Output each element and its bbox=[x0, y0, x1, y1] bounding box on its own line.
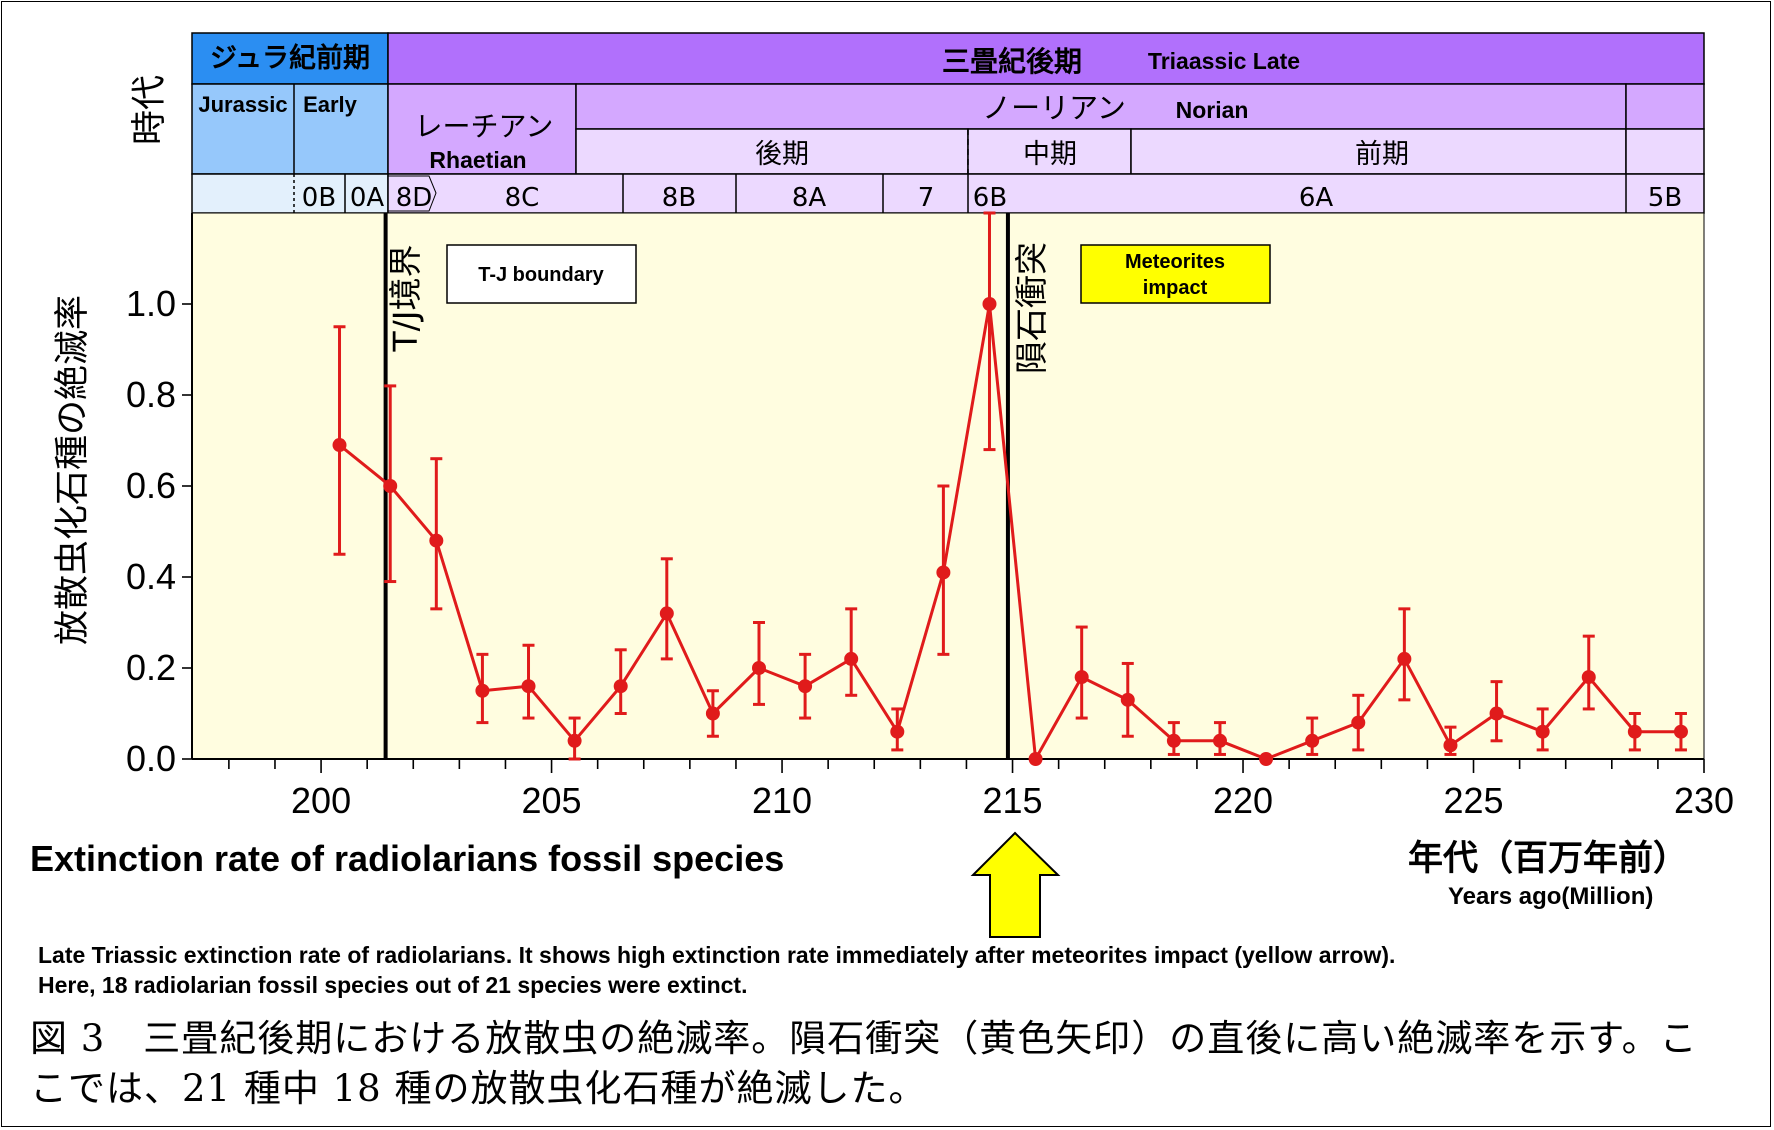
caption-en-line-2: Here, 18 radiolarian fossil species out … bbox=[38, 972, 748, 998]
zone-row-triassic bbox=[387, 173, 1705, 214]
rhaetian-en-label: Rhaetian bbox=[429, 147, 526, 173]
data-point bbox=[1535, 724, 1550, 739]
y-tick-label: 0.8 bbox=[126, 374, 176, 415]
jurassic-en-label-1: Jurassic bbox=[198, 92, 287, 117]
x-axis-label-jp: 年代（百万年前） bbox=[1408, 839, 1689, 879]
data-point bbox=[332, 438, 347, 453]
x-tick-label: 220 bbox=[1213, 780, 1273, 821]
x-tick-label: 210 bbox=[752, 780, 812, 821]
x-tick-label: 205 bbox=[522, 780, 582, 821]
zone-label-5b: 5B bbox=[1648, 183, 1682, 213]
norian-early-label: 前期 bbox=[1355, 139, 1409, 170]
jurassic-en-label-2: Early bbox=[303, 92, 358, 117]
data-point bbox=[1397, 651, 1412, 666]
norian-en-label: Norian bbox=[1176, 97, 1249, 123]
zone-label-8a: 8A bbox=[792, 183, 827, 213]
axes: 200 205 210 215 220 225 230 0.0 0.2 0.4 0.6 0.8 1.0 bbox=[126, 213, 1734, 821]
x-tick-label: 225 bbox=[1443, 780, 1503, 821]
data-point bbox=[1166, 733, 1181, 748]
x-tick-label: 200 bbox=[291, 780, 351, 821]
x-tick-label: 230 bbox=[1674, 780, 1734, 821]
tj-boundary-box bbox=[446, 244, 637, 304]
zone-label-6b: 6B bbox=[973, 183, 1007, 213]
series-line bbox=[338, 303, 1681, 764]
x-axis-label-en: Years ago(Million) bbox=[1448, 883, 1654, 910]
data-point bbox=[1120, 692, 1135, 707]
data-point bbox=[1074, 670, 1089, 685]
data-point bbox=[844, 651, 859, 666]
y-axis-label: 放散虫化石種の絶滅率 bbox=[53, 295, 93, 645]
data-point bbox=[752, 661, 766, 675]
data-point bbox=[1212, 733, 1227, 748]
norian-extra-band bbox=[1625, 128, 1705, 175]
norian-middle-band bbox=[967, 128, 1132, 175]
rhaetian-jp-label: レーチアン bbox=[415, 110, 554, 143]
triassic-en-label: Triaassic Late bbox=[1148, 48, 1300, 74]
zone-label-0b: 0B bbox=[302, 183, 336, 213]
y-tick-label: 0.2 bbox=[126, 647, 176, 688]
triassic-band-dark bbox=[387, 32, 1705, 85]
norian-late-label: 後期 bbox=[755, 139, 809, 170]
meteor-impact-arrow-icon bbox=[970, 831, 1061, 938]
data-point bbox=[705, 706, 720, 721]
caption-jp-line-1: 図 3 三畳紀後期における放散虫の絶滅率。隕石衝突（黄色矢印）の直後に高い絶滅率… bbox=[30, 1017, 1698, 1060]
rhaetian-band bbox=[387, 83, 577, 175]
data-point bbox=[383, 479, 398, 493]
data-point bbox=[475, 683, 490, 698]
zone-label-6a: 6A bbox=[1299, 183, 1334, 213]
caption-jp-line-2: こでは、21 種中 18 種の放散虫化石種が絶滅した。 bbox=[30, 1067, 927, 1110]
geologic-header bbox=[191, 32, 1705, 214]
y-tick-label: 1.0 bbox=[126, 283, 176, 324]
data-point bbox=[567, 733, 582, 748]
norian-early-band bbox=[1130, 128, 1627, 175]
caption-en-line-1: Late Triassic extinction rate of radiola… bbox=[38, 942, 1396, 968]
y-tick-label: 0.6 bbox=[126, 465, 176, 506]
zone-label-8c: 8C bbox=[505, 183, 540, 213]
jurassic-jp-label: ジュラ紀前期 bbox=[210, 42, 370, 74]
x-tick-label: 215 bbox=[982, 780, 1042, 821]
data-point bbox=[1305, 733, 1320, 748]
meteor-impact-box-line2: impact bbox=[1143, 277, 1208, 299]
norian-band-right bbox=[1625, 83, 1705, 130]
triassic-jp-label: 三畳紀後期 bbox=[942, 45, 1082, 78]
data-point bbox=[613, 679, 628, 694]
data-point bbox=[1581, 670, 1596, 685]
data-point bbox=[798, 679, 813, 694]
data-point bbox=[659, 606, 674, 621]
data-point bbox=[1627, 724, 1642, 739]
tj-boundary-box-label: T-J boundary bbox=[478, 264, 604, 286]
data-point bbox=[1351, 715, 1366, 730]
data-point bbox=[521, 679, 536, 694]
norian-late-band bbox=[575, 128, 969, 175]
data-point bbox=[1028, 752, 1043, 766]
data-point bbox=[1259, 752, 1274, 766]
meteor-impact-box-line1: Meteorites bbox=[1125, 251, 1225, 273]
data-point bbox=[1673, 724, 1688, 739]
norian-jp-label: ノーリアン bbox=[982, 91, 1126, 125]
norian-middle-label: 中期 bbox=[1023, 139, 1077, 170]
era-label: 時代 bbox=[130, 75, 170, 145]
meteor-impact-box bbox=[1080, 244, 1271, 304]
meteor-impact-vertical-label: 隕石衝突 bbox=[1012, 242, 1051, 374]
zone-label-0a: 0A bbox=[350, 183, 385, 213]
zone-label-7: 7 bbox=[918, 183, 935, 213]
zone-label-8b: 8B bbox=[662, 183, 696, 213]
zone-label-8d: 8D bbox=[396, 183, 433, 213]
y-tick-label: 0.0 bbox=[126, 738, 176, 779]
data-point bbox=[936, 565, 951, 580]
data-point bbox=[890, 724, 905, 739]
data-point bbox=[1443, 738, 1458, 753]
chart-title: Extinction rate of radiolarians fossil s… bbox=[30, 838, 785, 879]
tj-boundary-vertical-label: T/J境界 bbox=[386, 244, 425, 352]
series-extinction-rate bbox=[332, 211, 1688, 766]
data-point bbox=[982, 297, 997, 311]
data-point bbox=[429, 533, 444, 548]
y-tick-label: 0.4 bbox=[126, 556, 176, 597]
data-point bbox=[1489, 706, 1504, 721]
